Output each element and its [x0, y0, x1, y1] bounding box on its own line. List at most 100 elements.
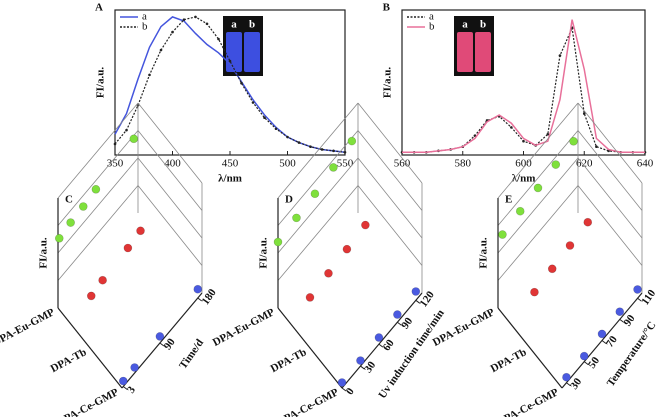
- data-point: [583, 217, 593, 227]
- box-edge: [137, 102, 203, 184]
- x-tick: [122, 386, 128, 390]
- inset-vial: [457, 32, 473, 72]
- series-marker: [297, 141, 301, 144]
- series-marker: [320, 148, 324, 151]
- x-tick: [341, 387, 347, 392]
- box-edge: [497, 102, 579, 199]
- data-point: [393, 310, 402, 319]
- back-grid: [277, 157, 359, 254]
- x-tick: [601, 340, 607, 344]
- inset-label: a: [231, 19, 237, 31]
- data-point: [562, 372, 571, 382]
- series-line: [402, 19, 645, 153]
- category-label: DPA-Eu-GMP: [0, 306, 57, 349]
- inset-label: b: [480, 19, 486, 31]
- series-marker: [274, 127, 278, 131]
- back-grid: [137, 130, 203, 211]
- data-point: [98, 275, 107, 285]
- back-grid: [57, 157, 139, 254]
- category-label: DPA-Ce-GMP: [495, 386, 561, 417]
- data-point: [615, 307, 625, 316]
- category-label: DPA-Tb: [49, 346, 89, 375]
- back-grid: [577, 157, 643, 239]
- data-point: [78, 202, 88, 211]
- back-grid: [57, 185, 139, 281]
- data-point: [633, 285, 642, 294]
- category-label: DPA-Eu-GMP: [211, 306, 277, 349]
- x-tick-label: 560: [394, 158, 411, 170]
- back-grid: [357, 185, 423, 266]
- x-tick-label: 620: [576, 158, 593, 170]
- back-grid: [497, 185, 579, 281]
- category-label: DPA-Ce-GMP: [55, 386, 121, 417]
- data-point: [329, 163, 338, 172]
- data-point: [374, 333, 384, 342]
- data-point: [130, 363, 139, 372]
- panel-label: D: [285, 194, 293, 206]
- panel-label: C: [65, 194, 73, 206]
- legend-label: b: [142, 21, 148, 33]
- series-marker: [595, 145, 598, 149]
- back-grid: [357, 157, 423, 239]
- series-marker: [510, 126, 513, 129]
- data-point: [342, 244, 352, 254]
- x-axis: [341, 292, 423, 389]
- series-marker: [159, 48, 163, 52]
- data-point: [54, 234, 64, 243]
- x-tick-label: 350: [107, 158, 124, 170]
- x-tick-label: 400: [164, 158, 181, 170]
- x-tick: [415, 299, 421, 304]
- legend-label: a: [142, 11, 147, 23]
- series-marker: [582, 112, 586, 115]
- data-point: [337, 378, 347, 387]
- series-marker: [251, 101, 255, 104]
- inset-vial: [475, 32, 491, 72]
- series-marker: [228, 59, 232, 63]
- category-label: DPA-Tb: [269, 346, 309, 375]
- box-edge: [357, 102, 423, 184]
- back-grid: [497, 130, 579, 226]
- panel-label: B: [383, 2, 391, 14]
- x-tick-label: 450: [222, 158, 239, 170]
- x-axis-label: Temperature/°C: [605, 319, 659, 389]
- series-marker: [217, 37, 220, 41]
- series-line: [402, 25, 645, 153]
- x-tick-label: 550: [337, 158, 354, 170]
- data-point: [356, 356, 365, 365]
- inset-vial: [226, 32, 242, 72]
- data-point: [515, 206, 525, 216]
- x-tick: [566, 382, 571, 387]
- series-marker: [286, 135, 289, 139]
- x-tick: [360, 365, 365, 370]
- series-line: [114, 16, 346, 153]
- x-tick-label: 120: [418, 289, 438, 310]
- box-edge: [57, 102, 139, 199]
- z-axis-label: FI/a.u.: [258, 237, 270, 268]
- data-point: [193, 284, 203, 294]
- back-grid: [137, 185, 203, 266]
- x-axis-label: λ/nm: [512, 173, 536, 185]
- panel-label: E: [505, 194, 512, 206]
- data-point: [347, 136, 357, 146]
- data-point: [129, 134, 139, 144]
- data-point: [118, 376, 128, 386]
- x-tick-label: 3: [125, 384, 138, 396]
- z-axis-label: FI/a.u.: [478, 237, 490, 268]
- data-point: [530, 287, 539, 297]
- back-grid: [497, 157, 579, 254]
- data-point: [66, 218, 75, 227]
- series-marker: [263, 116, 266, 120]
- x-tick: [378, 343, 384, 348]
- legend-label: a: [429, 11, 434, 23]
- x-tick: [159, 342, 165, 347]
- series-marker: [558, 54, 562, 57]
- x-axis: [121, 292, 203, 389]
- inset-vial: [244, 32, 260, 72]
- series-marker: [309, 145, 312, 149]
- x-tick: [397, 321, 402, 326]
- y-axis-label: FI/a.u.: [95, 67, 107, 98]
- category-axis: [277, 307, 343, 389]
- data-point: [579, 351, 589, 361]
- data-point: [91, 185, 101, 194]
